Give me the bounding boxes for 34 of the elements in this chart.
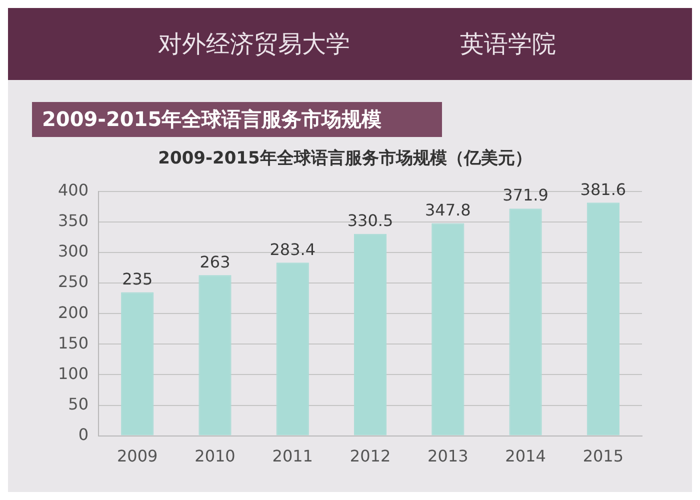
data-label: 330.5 [347,211,394,230]
y-tick-label: 100 [58,364,89,383]
y-tick-label: 150 [58,333,89,352]
data-label: 347.8 [425,200,471,220]
x-tick-label: 2010 [194,446,236,466]
y-tick-label: 400 [58,180,89,200]
bar [198,275,232,436]
y-tick-label: 0 [78,424,89,444]
x-tick-label: 2015 [582,446,624,466]
chart-subtitle: 2009-2015年全球语言服务市场规模（亿美元） [158,148,532,169]
x-tick-label: 2009 [117,446,158,466]
chart-title: 2009-2015年全球语言服务市场规模 [32,102,442,137]
x-tick-label: 2013 [428,446,468,466]
y-tick-label: 300 [58,242,89,261]
y-tick-label: 350 [58,211,89,230]
text: 对外经济贸易大学 [158,29,350,60]
data-label: 371.9 [502,186,548,205]
text: 英语学院 [460,29,556,60]
bar [509,208,542,436]
bar [121,292,154,436]
bar [354,234,387,436]
data-label: 263 [200,252,230,272]
data-label: 381.6 [580,180,626,199]
data-label: 235 [122,269,153,288]
data-label: 283.4 [270,240,316,259]
bar [276,262,309,436]
bar [586,202,620,436]
bar [432,223,464,436]
y-tick-label: 50 [68,394,89,414]
x-tick-label: 2014 [505,446,546,466]
y-tick-label: 250 [58,272,89,292]
y-tick-label: 200 [58,302,89,322]
x-tick-label: 2011 [272,446,313,466]
x-tick-label: 2012 [350,446,391,466]
